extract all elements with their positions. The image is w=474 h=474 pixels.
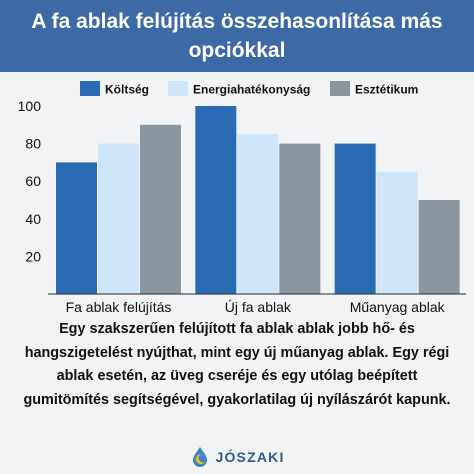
moon-drop-logo-icon: [193, 447, 208, 467]
x-tick-label: Új fa ablak: [225, 299, 292, 315]
bar-esztetikum-muanyag-ablak: [418, 200, 460, 294]
legend-item-koltseg: Költség: [80, 81, 149, 97]
bar-esztetikum-uj-fa-ablak: [279, 143, 321, 294]
chart-bars: [56, 106, 460, 294]
bar-energiahatekonysag-fa-ablak-felujitas: [98, 143, 139, 294]
y-tick-label: 80: [25, 136, 41, 152]
bar-esztetikum-fa-ablak-felujitas: [140, 124, 181, 294]
legend-item-energiahatekonysag: Energiahatékonyság: [168, 81, 310, 97]
legend-label: Költség: [105, 83, 149, 97]
chart-legend: Költség Energiahatékonyság Esztétikum: [80, 81, 418, 97]
description-text: Egy szakszerűen felújított fa ablak abla…: [23, 321, 451, 408]
legend-label: Esztétikum: [355, 83, 418, 97]
y-tick-label: 60: [25, 173, 41, 189]
legend-swatch: [80, 81, 100, 96]
y-tick-label: 100: [18, 98, 42, 114]
bar-energiahatekonysag-uj-fa-ablak: [237, 134, 279, 294]
bar-koltseg-fa-ablak-felujitas: [56, 162, 97, 294]
legend-label: Energiahatékonyság: [193, 83, 310, 97]
x-tick-label: Fa ablak felújítás: [66, 299, 172, 315]
y-tick-label: 20: [25, 248, 41, 264]
header-banner: A fa ablak felújítás összehasonlítása má…: [0, 0, 474, 72]
bar-energiahatekonysag-muanyag-ablak: [376, 171, 418, 294]
legend-swatch: [168, 81, 188, 96]
legend-swatch: [330, 81, 350, 96]
bar-chart: Költség Energiahatékonyság Esztétikum 20 40…: [18, 81, 466, 315]
x-tick-label: Műanyag ablak: [350, 299, 446, 315]
legend-item-esztetikum: Esztétikum: [330, 81, 418, 97]
y-axis-ticks: 20 40 60 80 100: [18, 98, 42, 264]
brand-name: JÓSZAKI: [215, 449, 285, 465]
bar-koltseg-uj-fa-ablak: [195, 106, 237, 294]
bar-koltseg-muanyag-ablak: [334, 143, 376, 294]
brand-logo: JÓSZAKI: [0, 444, 474, 470]
x-axis-ticks: Fa ablak felújítás Új fa ablak Műanyag abl…: [66, 299, 446, 315]
page-title: A fa ablak felújítás összehasonlítása má…: [31, 10, 443, 62]
y-tick-label: 40: [25, 211, 41, 227]
